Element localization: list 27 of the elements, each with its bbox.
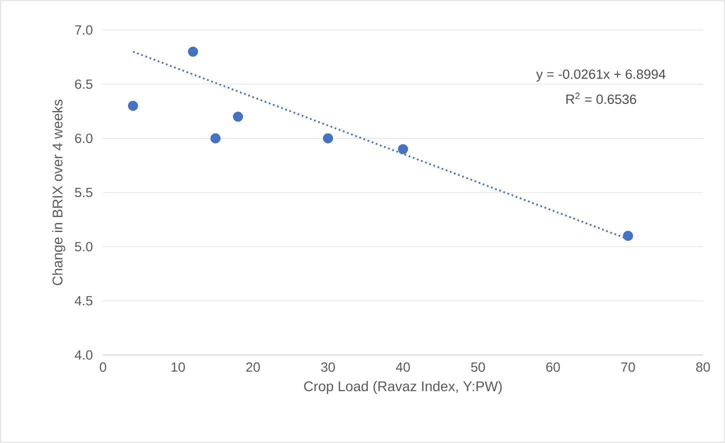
point (188, 46, 198, 57)
annotation: y = -0.0261x + 6.8994 (536, 69, 666, 82)
y-tick-label: 4.5 (74, 296, 92, 306)
point (398, 144, 408, 154)
x-tick-label: 50 (471, 362, 485, 372)
x-tick-label: 40 (396, 362, 410, 372)
x-tick-label: 30 (321, 362, 335, 372)
annotation: R$^{2}$ = 0.6536 (566, 92, 636, 104)
y-tick-label: 6.5 (75, 79, 92, 89)
y-tick-label: 7.0 (75, 25, 92, 35)
x-tick-label: 60 (546, 362, 560, 372)
x-tick-label: 0 (100, 362, 106, 372)
point (210, 133, 221, 144)
x-tick-label: 80 (696, 362, 710, 372)
point (128, 100, 138, 111)
point (322, 133, 334, 144)
y-tick-label: 4.0 (74, 350, 92, 360)
x-tick-label: 70 (621, 362, 635, 372)
x-tick-label: 10 (172, 362, 185, 372)
x-tick-label: 20 (246, 362, 260, 372)
x-axis-title: Crop Load (Ravaz Index, Y:PW) (304, 380, 502, 394)
y-tick-label: 5.0 (74, 242, 92, 252)
y-axis-title: Change in BRIX over 4 weeks (52, 100, 66, 286)
y-tick-label: 6.0 (75, 134, 92, 144)
point (622, 230, 634, 241)
y-tick-label: 5.5 (74, 188, 92, 198)
point (232, 112, 244, 122)
